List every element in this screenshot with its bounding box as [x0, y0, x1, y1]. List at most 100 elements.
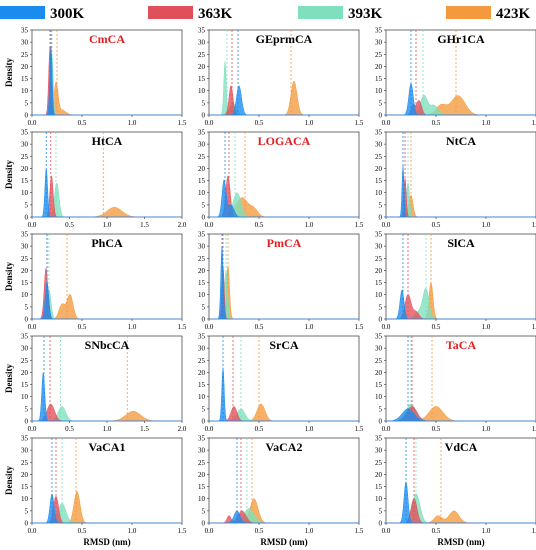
y-tick-label: 20 [21, 165, 29, 173]
x-tick-label: 2.0 [178, 425, 187, 433]
y-tick-label: 15 [375, 381, 383, 389]
y-tick-label: 35 [198, 435, 206, 443]
panel-NtCA: 0 5 10 15 20 25 30 35 0.0 0.5 1.0 1.5 NtCA [375, 129, 536, 229]
x-tick-label: 0.5 [255, 221, 264, 229]
y-tick-label: 5 [379, 201, 383, 209]
x-tick-label: 0.5 [78, 323, 87, 331]
y-tick-label: 5 [202, 201, 206, 209]
panel-title: HtCA [92, 134, 123, 148]
y-tick-label: 30 [21, 39, 29, 47]
x-tick-label: 0.0 [205, 221, 214, 229]
y-tick-label: 30 [375, 39, 383, 47]
y-tick-label: 15 [198, 381, 206, 389]
y-tick-label: 25 [21, 459, 29, 467]
legend-label: 393K [348, 6, 383, 22]
panel-title: GEprmCA [256, 32, 313, 46]
legend-label: 423K [496, 6, 531, 22]
panel-title: NtCA [446, 134, 476, 148]
y-tick-label: 30 [21, 345, 29, 353]
panel-frame [208, 233, 360, 320]
y-tick-label: 0 [202, 214, 206, 222]
x-tick-label: 1.0 [305, 425, 314, 433]
legend-swatch [298, 6, 343, 19]
y-tick-label: 35 [375, 27, 383, 35]
x-tick-label: 1.5 [532, 119, 536, 127]
y-tick-label: 35 [375, 333, 383, 341]
y-tick-label: 25 [375, 357, 383, 365]
x-tick-label: 1.0 [128, 527, 137, 535]
panel-SrCA: 0 5 10 15 20 25 30 35 0.0 0.5 1.0 1.5 SrCA [198, 333, 364, 434]
x-tick-label: 0.5 [255, 527, 264, 535]
y-tick-label: 5 [379, 303, 383, 311]
x-tick-label: 0.5 [255, 425, 264, 433]
y-tick-label: 5 [379, 507, 383, 515]
y-tick-label: 30 [21, 447, 29, 455]
x-tick-label: 1.0 [305, 527, 314, 535]
panel-VdCA: 0 5 10 15 20 25 30 35 0.0 0.5 1.0 1.5 VdCA RMSD (nm) [375, 435, 536, 547]
legend-label: 300K [50, 6, 85, 22]
panel-title: PhCA [91, 236, 123, 250]
y-tick-label: 35 [21, 129, 29, 137]
y-tick-label: 35 [198, 129, 206, 137]
y-axis-label: Density [4, 160, 14, 189]
legend-item-363K: 363K [148, 6, 233, 22]
y-tick-label: 20 [21, 63, 29, 71]
panel-SNbcCA: 0 5 10 15 20 25 30 35 0.0 0.5 1.0 1.5 2.0 SNbcCA Densi… [4, 333, 187, 434]
panel-SlCA: 0 5 10 15 20 25 30 35 0.0 0.5 1.0 1.5 SlCA [375, 231, 536, 331]
y-tick-label: 5 [25, 405, 29, 413]
y-tick-label: 15 [21, 483, 29, 491]
y-tick-label: 20 [375, 165, 383, 173]
y-tick-label: 30 [375, 243, 383, 251]
y-tick-label: 15 [375, 177, 383, 185]
y-axis-label: Density [4, 58, 14, 87]
y-tick-label: 20 [375, 267, 383, 275]
x-tick-label: 1.5 [532, 425, 536, 433]
y-tick-label: 25 [375, 153, 383, 161]
y-tick-label: 10 [21, 87, 29, 95]
y-tick-label: 20 [198, 165, 206, 173]
panel-PhCA: 0 5 10 15 20 25 30 35 0.0 0.5 1.0 1.5 PhCA Density [4, 231, 187, 332]
density-area-300K [209, 85, 359, 116]
x-tick-label: 1.0 [305, 221, 314, 229]
y-tick-label: 35 [198, 27, 206, 35]
y-tick-label: 15 [198, 279, 206, 287]
x-tick-label: 1.0 [482, 527, 491, 535]
y-tick-label: 0 [202, 418, 206, 426]
y-tick-label: 30 [198, 141, 206, 149]
y-tick-label: 30 [198, 39, 206, 47]
y-tick-label: 15 [375, 483, 383, 491]
x-tick-label: 1.5 [355, 425, 364, 433]
density-area-300K [32, 46, 182, 116]
y-tick-label: 5 [25, 201, 29, 209]
y-tick-label: 5 [25, 303, 29, 311]
y-tick-label: 10 [21, 189, 29, 197]
y-tick-label: 25 [198, 51, 206, 59]
y-tick-label: 25 [198, 459, 206, 467]
y-tick-label: 10 [375, 189, 383, 197]
y-tick-label: 0 [379, 520, 383, 528]
y-tick-label: 5 [379, 405, 383, 413]
y-tick-label: 15 [375, 279, 383, 287]
y-tick-label: 20 [198, 369, 206, 377]
y-tick-label: 20 [198, 267, 206, 275]
y-tick-label: 25 [21, 357, 29, 365]
x-tick-label: 1.5 [178, 527, 187, 535]
y-tick-label: 30 [21, 141, 29, 149]
y-axis-label: Density [4, 364, 14, 393]
x-tick-label: 1.5 [355, 527, 364, 535]
panel-TaCA: 0 5 10 15 20 25 30 35 0.0 0.5 1.0 1.5 TaCA [375, 333, 536, 433]
y-tick-label: 5 [202, 303, 206, 311]
y-axis-label: Density [4, 466, 14, 495]
y-tick-label: 25 [375, 459, 383, 467]
legend-swatch [0, 6, 45, 19]
y-tick-label: 35 [21, 231, 29, 239]
legend-swatch [446, 6, 491, 19]
y-tick-label: 20 [198, 471, 206, 479]
y-tick-label: 25 [375, 255, 383, 263]
panel-title: SrCA [269, 338, 299, 352]
y-tick-label: 25 [375, 51, 383, 59]
panel-frame [31, 335, 183, 422]
x-tick-label: 0.0 [382, 425, 391, 433]
